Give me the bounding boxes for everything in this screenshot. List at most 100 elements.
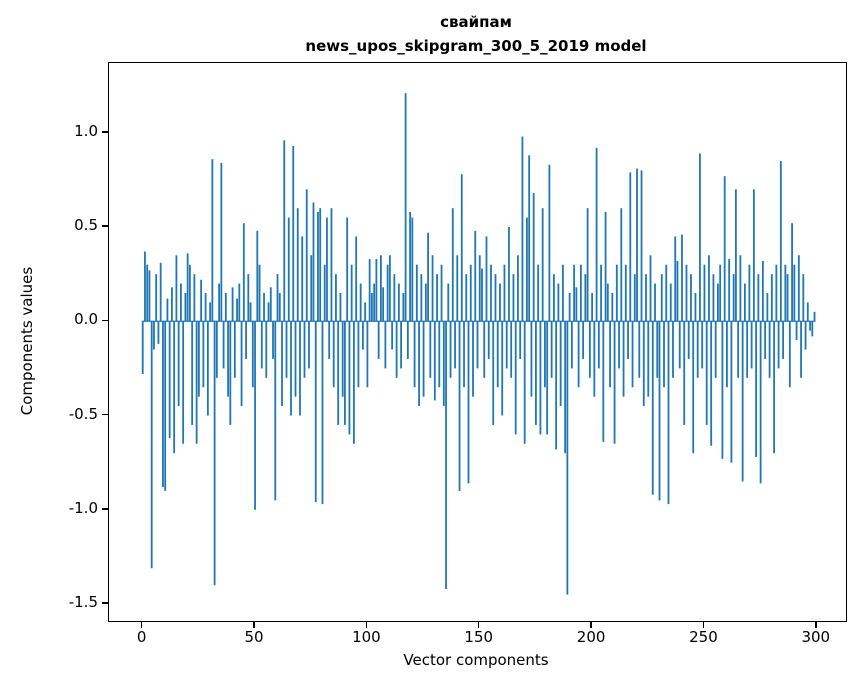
bar [622, 321, 625, 397]
bar [685, 264, 688, 322]
bar [353, 321, 355, 444]
bar [265, 321, 268, 378]
bar [743, 283, 746, 322]
bar [597, 321, 600, 369]
bar [274, 321, 277, 501]
bar [386, 264, 389, 322]
x-tick-label: 150 [464, 628, 494, 646]
bar [472, 321, 474, 397]
bar [202, 321, 205, 388]
bar [775, 264, 778, 322]
bar [442, 321, 445, 407]
bar [433, 321, 436, 401]
bar [292, 145, 295, 322]
bar [647, 321, 650, 397]
x-tick-label: 50 [244, 628, 264, 646]
bar [406, 321, 409, 359]
bar [797, 255, 800, 322]
bar [157, 321, 160, 344]
bar [570, 321, 573, 369]
y-tick-mark [102, 413, 108, 416]
bar [726, 321, 728, 388]
x-axis-label: Vector components [403, 651, 549, 669]
bar [141, 321, 144, 375]
bar [164, 321, 167, 491]
x-tick-mark [140, 621, 143, 628]
bar [795, 321, 798, 341]
plot-area [108, 62, 847, 622]
bar [188, 264, 191, 322]
bar [782, 321, 784, 359]
bar [811, 321, 814, 337]
y-tick-mark [102, 508, 108, 510]
bar [737, 321, 740, 378]
bar [242, 223, 245, 322]
bar [215, 321, 218, 378]
bar [415, 264, 418, 322]
bar [382, 287, 385, 322]
bar [588, 321, 591, 378]
bar [654, 283, 656, 322]
bar [310, 255, 313, 322]
bar [429, 321, 432, 378]
bar [631, 321, 634, 388]
bar [523, 321, 526, 444]
bar [629, 172, 632, 322]
bar [806, 302, 809, 322]
bar [478, 255, 481, 322]
bar [764, 321, 767, 359]
bar [683, 321, 686, 425]
bar [757, 274, 760, 322]
bar [200, 279, 203, 322]
bar [272, 321, 274, 359]
bar [615, 264, 618, 322]
bar [791, 223, 793, 322]
x-tick-mark [815, 621, 817, 628]
bar [418, 321, 420, 407]
bar [584, 274, 587, 322]
bar [411, 217, 414, 322]
bar [328, 321, 331, 359]
bar [175, 255, 178, 322]
bar [611, 292, 614, 322]
bar [766, 292, 769, 322]
bar [591, 292, 593, 322]
bar [348, 321, 351, 435]
bar [759, 321, 762, 484]
bar [692, 321, 695, 454]
bar [364, 302, 367, 322]
bar [476, 321, 479, 369]
bar [146, 264, 149, 322]
bar [690, 274, 692, 322]
bar [451, 208, 454, 322]
bar [773, 321, 775, 454]
bar [153, 321, 155, 350]
bar [663, 321, 665, 388]
bar [231, 287, 234, 322]
bar [541, 208, 544, 322]
bar [681, 234, 683, 322]
bar [144, 251, 146, 322]
bar [624, 264, 627, 322]
bar [251, 321, 254, 388]
bar [553, 274, 555, 322]
bar [220, 162, 223, 322]
bar [618, 321, 620, 369]
bar [714, 321, 717, 378]
bar [247, 274, 250, 322]
bar [786, 274, 789, 322]
bar [397, 283, 400, 322]
bar [384, 321, 387, 369]
bar [510, 321, 513, 378]
bar [290, 321, 292, 416]
bar [337, 321, 340, 425]
bar [777, 321, 780, 369]
bar [672, 321, 674, 378]
bar [168, 321, 171, 439]
bar [768, 321, 771, 378]
bar [344, 321, 346, 425]
bar [735, 189, 737, 322]
chart-title: свайпам news_upos_skipgram_300_5_2019 mo… [305, 10, 646, 58]
bar [218, 283, 220, 322]
bar [317, 211, 319, 322]
